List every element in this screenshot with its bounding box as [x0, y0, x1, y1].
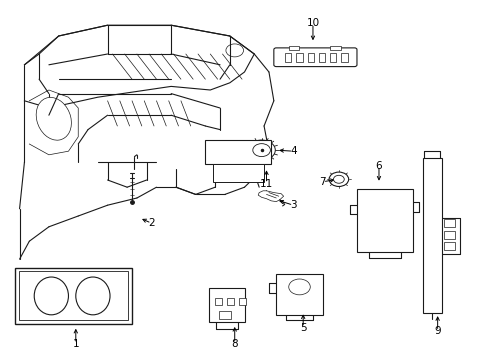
Bar: [276, 274, 322, 315]
Text: 5: 5: [299, 323, 306, 333]
Bar: [288, 46, 299, 50]
Bar: [422, 158, 441, 313]
Bar: [19, 271, 128, 320]
Bar: [285, 53, 291, 62]
Bar: [296, 53, 302, 62]
Circle shape: [225, 44, 243, 57]
Bar: [329, 53, 336, 62]
Bar: [205, 140, 271, 164]
Bar: [212, 164, 264, 182]
Bar: [239, 298, 246, 305]
Ellipse shape: [36, 98, 71, 140]
Bar: [318, 53, 325, 62]
Text: 3: 3: [289, 200, 296, 210]
Bar: [356, 189, 412, 252]
Bar: [443, 231, 454, 239]
Bar: [208, 288, 245, 322]
Bar: [226, 298, 234, 305]
Circle shape: [252, 144, 270, 157]
Text: 6: 6: [375, 161, 382, 171]
Text: 10: 10: [306, 18, 319, 28]
Bar: [443, 242, 454, 250]
Bar: [218, 311, 230, 319]
Circle shape: [328, 172, 348, 186]
FancyBboxPatch shape: [273, 48, 356, 67]
Bar: [341, 53, 347, 62]
Text: 9: 9: [433, 326, 440, 336]
Bar: [443, 219, 454, 227]
Text: 11: 11: [259, 179, 273, 189]
Ellipse shape: [76, 277, 110, 315]
Bar: [307, 53, 313, 62]
Bar: [329, 46, 340, 50]
Text: 4: 4: [289, 146, 296, 156]
Text: 2: 2: [148, 218, 155, 228]
Circle shape: [333, 175, 344, 183]
Text: 1: 1: [72, 339, 79, 349]
Circle shape: [247, 140, 275, 160]
Text: 8: 8: [231, 339, 238, 349]
Bar: [15, 268, 132, 324]
Bar: [214, 298, 222, 305]
Ellipse shape: [34, 277, 68, 315]
Text: 7: 7: [319, 177, 325, 187]
Circle shape: [288, 279, 309, 295]
